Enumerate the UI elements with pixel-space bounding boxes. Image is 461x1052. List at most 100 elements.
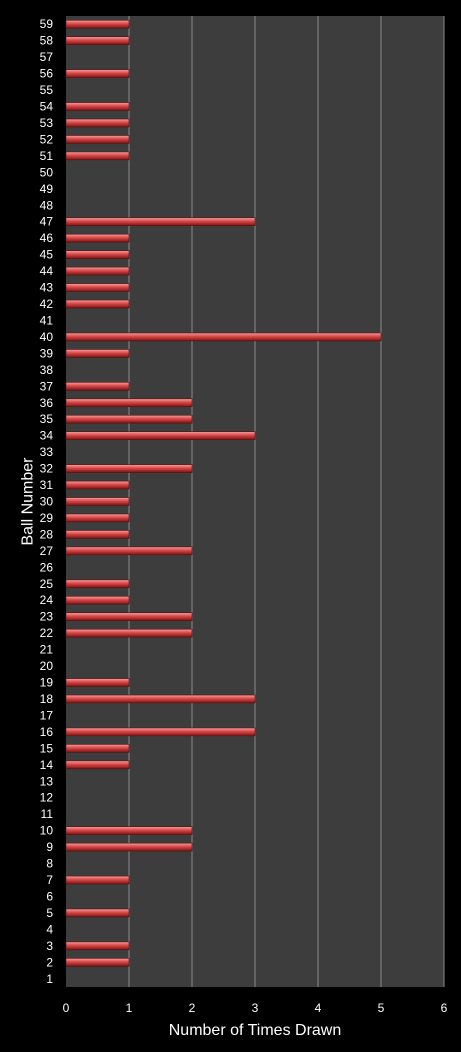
y-tick-label: 1 bbox=[46, 972, 53, 986]
y-tick-label: 3 bbox=[46, 939, 53, 953]
bar-ball-9 bbox=[65, 842, 193, 852]
y-tick-label: 5 bbox=[46, 906, 53, 920]
x-tick-label: 6 bbox=[441, 1001, 448, 1015]
bar-ball-51 bbox=[65, 151, 130, 161]
x-tick-label: 0 bbox=[63, 1001, 70, 1015]
y-tick-label: 48 bbox=[40, 198, 54, 212]
y-tick-label: 40 bbox=[40, 330, 54, 344]
y-tick-label: 37 bbox=[40, 379, 54, 393]
bar-ball-40 bbox=[65, 332, 382, 342]
bar-ball-39 bbox=[65, 349, 130, 358]
y-tick-label: 45 bbox=[40, 248, 54, 262]
bar-ball-46 bbox=[65, 233, 130, 243]
y-tick-label: 16 bbox=[40, 725, 54, 739]
bar-ball-18 bbox=[65, 694, 256, 704]
y-tick-label: 13 bbox=[40, 774, 54, 788]
y-tick-label: 41 bbox=[40, 313, 54, 327]
bar-ball-52 bbox=[65, 135, 130, 144]
y-tick-label: 25 bbox=[40, 577, 54, 591]
x-tick-labels: 0 1 2 3 4 5 6 bbox=[63, 1001, 448, 1015]
y-tick-label: 30 bbox=[40, 495, 54, 509]
y-tick-label: 17 bbox=[40, 708, 54, 722]
bar-ball-2 bbox=[65, 958, 130, 967]
y-tick-label: 14 bbox=[40, 758, 54, 772]
bar-ball-34 bbox=[65, 431, 256, 440]
bar-ball-16 bbox=[65, 727, 256, 737]
bar-ball-29 bbox=[65, 513, 130, 523]
y-tick-label: 28 bbox=[40, 527, 54, 541]
y-tick-label: 52 bbox=[40, 132, 54, 146]
y-tick-label: 34 bbox=[40, 429, 54, 443]
bar-ball-59 bbox=[65, 19, 130, 29]
bar-ball-58 bbox=[65, 36, 130, 45]
y-tick-label: 33 bbox=[40, 445, 54, 459]
y-tick-label: 22 bbox=[40, 626, 54, 640]
y-tick-label: 11 bbox=[41, 807, 54, 821]
bar-ball-30 bbox=[65, 497, 130, 506]
y-tick-label: 20 bbox=[40, 659, 54, 673]
bar-ball-44 bbox=[65, 266, 130, 276]
bar-ball-27 bbox=[65, 546, 193, 556]
bar-ball-22 bbox=[65, 628, 193, 638]
bar-ball-31 bbox=[65, 480, 130, 490]
y-tick-label: 53 bbox=[40, 116, 54, 130]
bar-ball-42 bbox=[65, 299, 130, 309]
y-tick-label: 19 bbox=[40, 676, 54, 690]
bar-ball-7 bbox=[65, 875, 130, 885]
y-tick-label: 12 bbox=[40, 791, 54, 805]
y-tick-label: 6 bbox=[46, 889, 53, 903]
y-tick-label: 43 bbox=[40, 281, 54, 295]
bar-ball-5 bbox=[65, 908, 130, 918]
y-tick-label: 21 bbox=[40, 643, 54, 657]
y-tick-label: 15 bbox=[40, 741, 54, 755]
bar-ball-47 bbox=[65, 217, 256, 226]
y-tick-label: 2 bbox=[46, 955, 53, 969]
y-tick-label: 38 bbox=[40, 363, 54, 377]
y-tick-label: 49 bbox=[40, 182, 54, 196]
y-tick-label: 47 bbox=[40, 215, 54, 229]
bar-ball-36 bbox=[65, 398, 193, 408]
x-axis-title: Number of Times Drawn bbox=[169, 1022, 342, 1039]
bar-ball-19 bbox=[65, 678, 130, 687]
y-tick-label: 35 bbox=[40, 412, 54, 426]
bar-ball-32 bbox=[65, 464, 193, 473]
y-tick-label: 55 bbox=[40, 83, 54, 97]
bar-ball-24 bbox=[65, 595, 130, 605]
y-tick-label: 23 bbox=[40, 610, 54, 624]
bar-ball-28 bbox=[65, 530, 130, 539]
y-tick-label: 50 bbox=[40, 165, 54, 179]
y-tick-label: 57 bbox=[40, 50, 54, 64]
bar-ball-43 bbox=[65, 283, 130, 292]
bar-ball-45 bbox=[65, 250, 130, 259]
y-tick-label: 9 bbox=[46, 840, 53, 854]
y-tick-label: 10 bbox=[40, 824, 54, 838]
bar-ball-10 bbox=[65, 826, 193, 835]
y-tick-label: 54 bbox=[40, 100, 54, 114]
y-tick-label: 46 bbox=[40, 231, 54, 245]
bar-ball-35 bbox=[65, 414, 193, 424]
y-tick-label: 44 bbox=[40, 264, 54, 278]
y-tick-label: 59 bbox=[40, 17, 54, 31]
y-tick-labels: 1234567891011121314151617181920212223242… bbox=[40, 17, 54, 986]
y-tick-label: 4 bbox=[46, 922, 53, 936]
x-tick-label: 4 bbox=[315, 1001, 322, 1015]
y-tick-label: 29 bbox=[40, 511, 54, 525]
bar-ball-25 bbox=[65, 579, 130, 589]
bar-ball-53 bbox=[65, 118, 130, 128]
y-tick-label: 27 bbox=[40, 544, 54, 558]
y-tick-label: 31 bbox=[40, 478, 54, 492]
x-tick-label: 3 bbox=[252, 1001, 259, 1015]
x-tick-label: 1 bbox=[126, 1001, 133, 1015]
y-tick-label: 8 bbox=[46, 857, 53, 871]
y-tick-label: 18 bbox=[40, 692, 54, 706]
y-tick-label: 56 bbox=[40, 67, 54, 81]
bar-ball-3 bbox=[65, 941, 130, 951]
y-tick-label: 42 bbox=[40, 297, 54, 311]
bar-ball-14 bbox=[65, 760, 130, 770]
x-tick-label: 5 bbox=[378, 1001, 385, 1015]
x-tick-label: 2 bbox=[189, 1001, 196, 1015]
bar-ball-15 bbox=[65, 744, 130, 753]
y-tick-label: 39 bbox=[40, 346, 54, 360]
bars bbox=[65, 19, 382, 967]
